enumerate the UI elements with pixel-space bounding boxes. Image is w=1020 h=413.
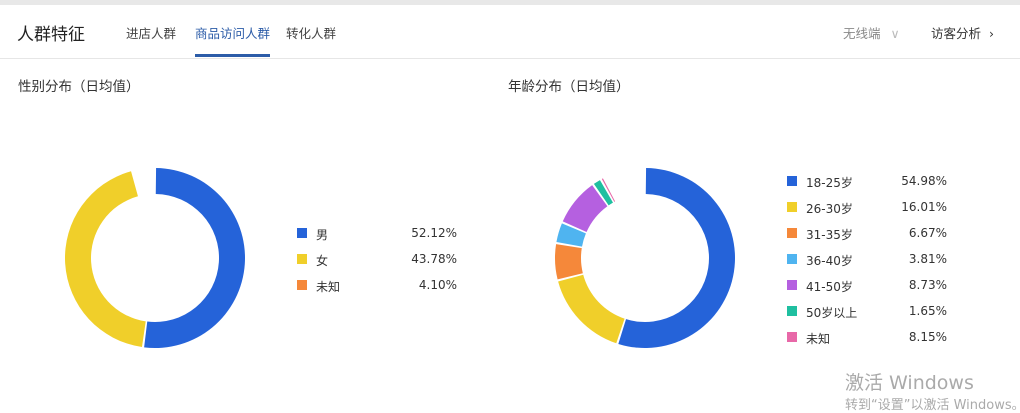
legend-value: 3.81% (908, 252, 947, 266)
legend-swatch (787, 202, 797, 212)
donut-slice-age-2[interactable] (555, 244, 583, 280)
legend-label: 未知 (806, 332, 831, 346)
legend-label: 41-50岁 (806, 280, 853, 294)
legend-value: 43.78% (411, 252, 457, 266)
legend-item[interactable]: 31-35岁 6.67% (787, 226, 947, 242)
chevron-down-icon: ∨ (890, 26, 900, 41)
legend-label: 36-40岁 (806, 254, 853, 268)
legend-label: 男 (316, 228, 329, 242)
legend-swatch (787, 306, 797, 316)
legend-swatch (787, 332, 797, 342)
tab-store-visitors[interactable]: 进店人群 (126, 26, 177, 41)
donut-slice-age-1[interactable] (558, 274, 625, 344)
legend-value: 1.65% (908, 304, 947, 318)
donut-slice-age-5[interactable] (593, 180, 613, 206)
legend-value: 6.67% (908, 226, 947, 240)
legend-item[interactable]: 36-40岁 3.81% (787, 252, 947, 268)
donut-slice-age-6[interactable] (601, 178, 616, 202)
device-label: 无线端 (843, 26, 881, 41)
legend-value: 16.01% (901, 200, 947, 214)
legend-label: 18-25岁 (806, 176, 853, 190)
legend-item[interactable]: 未知 4.10% (297, 278, 457, 294)
legend-swatch (787, 280, 797, 290)
legend-label: 未知 (316, 280, 341, 294)
page-title: 人群特征 (17, 25, 85, 45)
legend-item[interactable]: 50岁以上 1.65% (787, 304, 947, 320)
legend-item[interactable]: 男 52.12% (297, 226, 457, 242)
legend-swatch (787, 228, 797, 238)
legend-item[interactable]: 18-25岁 54.98% (787, 174, 947, 190)
donut-slice-gender-0[interactable] (144, 168, 245, 348)
watermark-line1: 激活 Windows (845, 372, 974, 394)
legend-value: 52.12% (411, 226, 457, 240)
donut-slice-gender-1[interactable] (65, 171, 146, 348)
age-chart-title: 年龄分布（日均值） (508, 79, 630, 95)
legend-item[interactable]: 未知 8.15% (787, 330, 947, 346)
legend-swatch (787, 254, 797, 264)
visitor-analysis-link[interactable]: 访客分析 › (931, 23, 994, 42)
legend-item[interactable]: 26-30岁 16.01% (787, 200, 947, 216)
donut-slice-age-3[interactable] (556, 223, 586, 247)
device-dropdown[interactable]: 无线端 ∨ (843, 23, 900, 42)
watermark-line2: 转到“设置”以激活 Windows。 (845, 398, 1020, 413)
legend-item[interactable]: 女 43.78% (297, 252, 457, 268)
visitor-analysis-label: 访客分析 (931, 26, 982, 41)
donut-slice-age-0[interactable] (618, 168, 736, 348)
legend-label: 26-30岁 (806, 202, 853, 216)
legend-value: 8.73% (908, 278, 947, 292)
legend-value: 8.15% (908, 330, 947, 344)
legend-label: 女 (316, 254, 329, 268)
legend-label: 50岁以上 (806, 306, 858, 320)
legend-label: 31-35岁 (806, 228, 853, 242)
chevron-right-icon: › (989, 26, 994, 41)
legend-swatch (297, 254, 307, 264)
legend-value: 4.10% (418, 278, 457, 292)
header: 人群特征 进店人群 商品访问人群 转化人群 无线端 ∨ 访客分析 › (0, 6, 1020, 59)
legend-swatch (297, 228, 307, 238)
tab-product-visitors[interactable]: 商品访问人群 (195, 23, 271, 57)
window-top-bar (0, 0, 1020, 5)
tab-conversion[interactable]: 转化人群 (286, 26, 337, 41)
legend-swatch (787, 176, 797, 186)
legend-swatch (297, 280, 307, 290)
legend-value: 54.98% (901, 174, 947, 188)
legend-item[interactable]: 41-50岁 8.73% (787, 278, 947, 294)
donut-slice-age-4[interactable] (562, 185, 608, 232)
gender-chart-title: 性别分布（日均值） (18, 79, 140, 95)
